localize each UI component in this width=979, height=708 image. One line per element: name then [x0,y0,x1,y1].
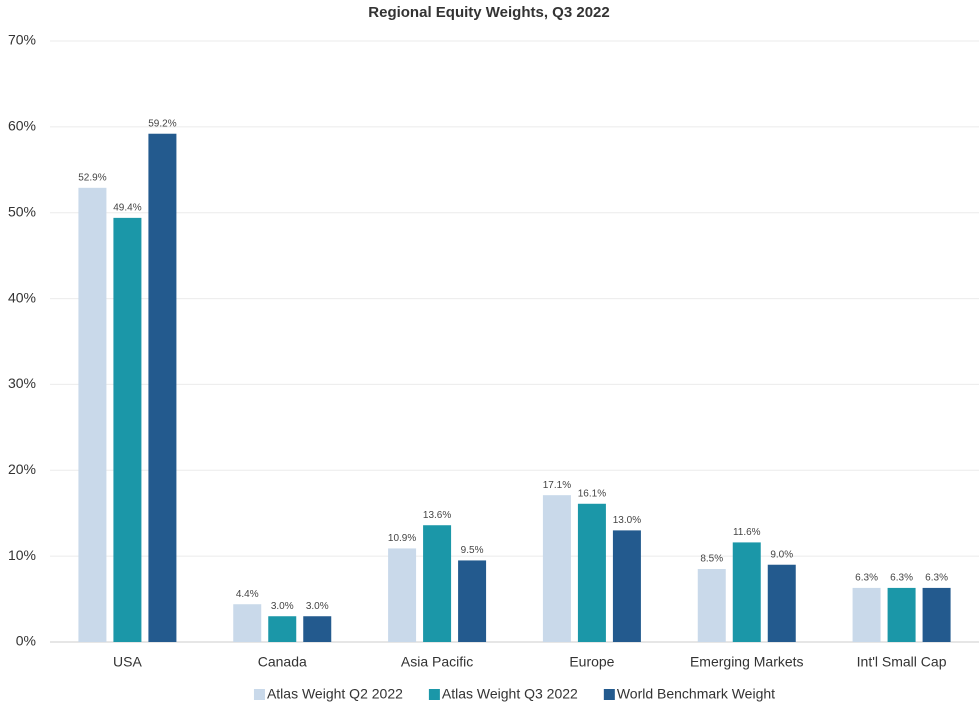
x-tick-label: Canada [258,654,307,670]
bar [542,495,571,642]
bar [388,548,417,642]
x-tick-label: Asia Pacific [401,654,473,670]
bar [732,542,761,642]
value-label: 6.3% [890,573,913,584]
legend-label: Atlas Weight Q2 2022 [267,686,403,702]
bar [577,503,606,642]
bar [78,187,107,642]
bar [922,587,951,642]
bar [303,616,332,642]
bar [887,587,916,642]
value-label: 17.1% [543,480,571,491]
bar [423,525,452,642]
y-tick-label: 50% [8,203,36,219]
legend-swatch [603,689,615,700]
legend-swatch [253,689,265,700]
y-tick-label: 60% [8,118,36,134]
value-label: 9.5% [461,545,484,556]
value-label: 3.0% [271,601,294,612]
value-label: 4.4% [236,589,259,600]
value-label: 52.9% [78,172,106,183]
bar [697,569,726,642]
y-tick-label: 20% [8,461,36,477]
y-tick-label: 30% [8,375,36,391]
value-label: 10.9% [388,533,416,544]
value-label: 59.2% [148,118,176,129]
x-tick-label: USA [113,654,142,670]
legend-label: Atlas Weight Q3 2022 [442,686,578,702]
value-label: 13.6% [423,510,451,521]
bar [767,564,796,642]
value-label: 3.0% [306,601,329,612]
x-tick-label: Europe [569,654,614,670]
value-label: 16.1% [578,488,606,499]
legend-swatch [428,689,440,700]
value-label: 9.0% [770,549,793,560]
bar [233,604,262,642]
value-label: 8.5% [700,554,723,565]
y-tick-label: 0% [16,633,36,649]
value-label: 11.6% [733,527,761,538]
bar [852,587,881,642]
bar [268,616,297,642]
y-tick-label: 10% [8,547,36,563]
bar [113,217,142,642]
x-tick-label: Int'l Small Cap [857,654,947,670]
value-label: 6.3% [925,573,948,584]
bar [458,560,487,642]
value-label: 13.0% [613,515,641,526]
x-tick-label: Emerging Markets [690,654,804,670]
bar [612,530,641,642]
value-label: 49.4% [113,203,141,214]
y-tick-label: 70% [8,32,36,48]
y-tick-label: 40% [8,289,36,305]
chart-title: Regional Equity Weights, Q3 2022 [368,4,609,21]
bar [148,133,177,642]
legend-label: World Benchmark Weight [617,686,775,702]
value-label: 6.3% [855,573,878,584]
